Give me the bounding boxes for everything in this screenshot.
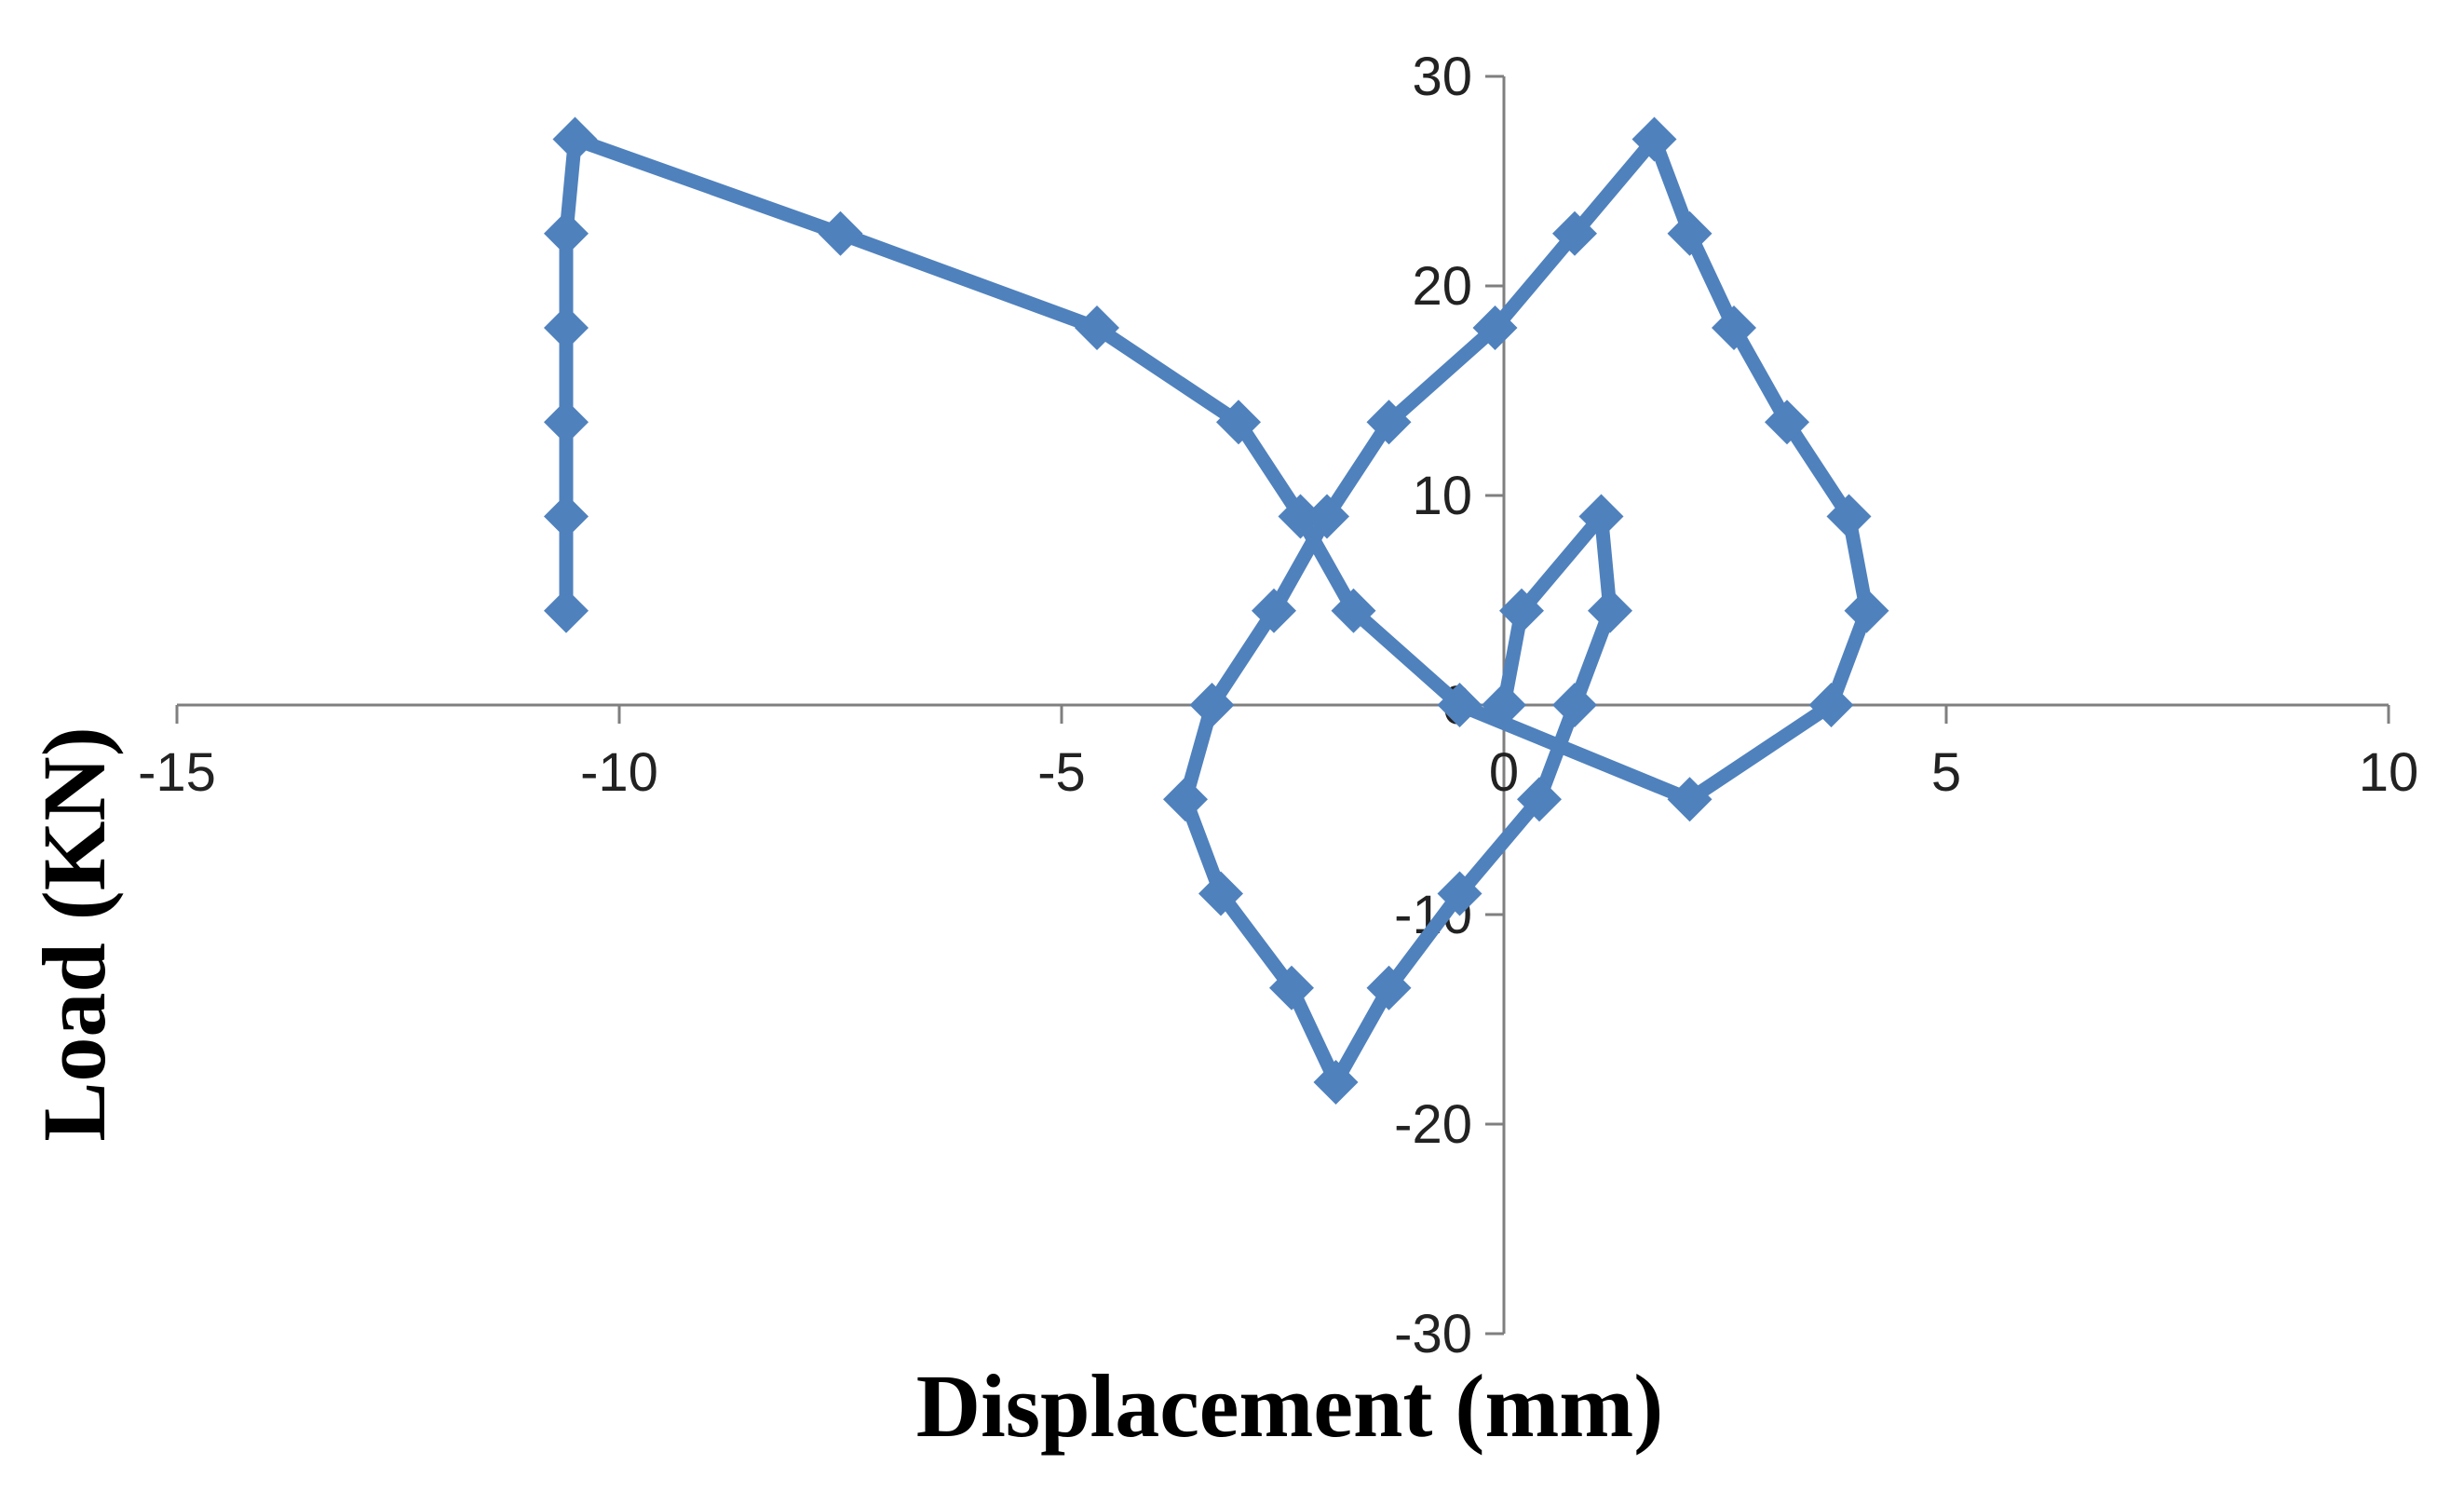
data-point-marker bbox=[544, 588, 589, 633]
x-tick-label: -15 bbox=[138, 742, 216, 803]
data-point-marker bbox=[1437, 683, 1482, 727]
data-point-marker bbox=[544, 305, 589, 350]
data-point-marker bbox=[552, 116, 598, 162]
data-point-marker bbox=[1366, 400, 1412, 445]
data-point-marker bbox=[1552, 683, 1597, 727]
data-point-marker bbox=[1198, 871, 1243, 916]
y-tick-label: 30 bbox=[1412, 47, 1472, 107]
data-point-marker bbox=[1075, 305, 1119, 350]
data-point-marker bbox=[1499, 588, 1544, 633]
y-axis-title: Load (KN) bbox=[24, 726, 124, 1141]
data-point-marker bbox=[1552, 210, 1597, 256]
data-point-marker bbox=[1313, 1060, 1359, 1105]
x-tick-label: 0 bbox=[1489, 742, 1519, 803]
series-line bbox=[559, 132, 1874, 1090]
x-tick-label: -10 bbox=[580, 742, 658, 803]
data-point-marker bbox=[1517, 777, 1562, 822]
series-group bbox=[544, 116, 1889, 1105]
data-point-marker bbox=[544, 494, 589, 539]
data-point-marker bbox=[1588, 588, 1632, 633]
data-point-marker bbox=[1163, 777, 1208, 822]
y-tick-label: 10 bbox=[1412, 466, 1472, 526]
x-axis-title: Displacement (mm) bbox=[916, 1356, 1663, 1456]
x-tick-label: 5 bbox=[1931, 742, 1961, 803]
axes bbox=[177, 76, 2389, 1334]
data-point-marker bbox=[1305, 494, 1349, 539]
y-tick-label: 20 bbox=[1412, 256, 1472, 317]
data-point-marker bbox=[1765, 400, 1809, 445]
data-point-marker bbox=[1808, 683, 1854, 727]
data-point-marker bbox=[1331, 588, 1376, 633]
data-point-marker bbox=[1631, 116, 1677, 162]
data-point-marker bbox=[1216, 400, 1261, 445]
x-tick-label: -5 bbox=[1037, 742, 1086, 803]
y-tick-label: -20 bbox=[1394, 1094, 1472, 1155]
data-point-marker bbox=[544, 210, 589, 256]
data-point-marker bbox=[544, 400, 589, 445]
data-point-marker bbox=[1472, 305, 1518, 350]
data-point-marker bbox=[1667, 210, 1713, 256]
data-point-marker bbox=[1189, 683, 1235, 727]
data-point-marker bbox=[1826, 494, 1872, 539]
x-tick-label: 10 bbox=[2359, 742, 2419, 803]
data-point-marker bbox=[1844, 588, 1889, 633]
data-point-marker bbox=[1667, 777, 1713, 822]
data-point-marker bbox=[1712, 305, 1756, 350]
data-point-marker bbox=[1482, 683, 1526, 727]
data-point-marker bbox=[1437, 871, 1482, 916]
y-tick-label: -30 bbox=[1394, 1304, 1472, 1364]
data-point-marker bbox=[1252, 588, 1296, 633]
data-point-marker bbox=[1278, 494, 1323, 539]
data-point-marker bbox=[1366, 965, 1412, 1010]
data-point-marker bbox=[818, 210, 863, 256]
data-point-marker bbox=[1578, 494, 1624, 539]
data-point-marker bbox=[1269, 965, 1314, 1010]
